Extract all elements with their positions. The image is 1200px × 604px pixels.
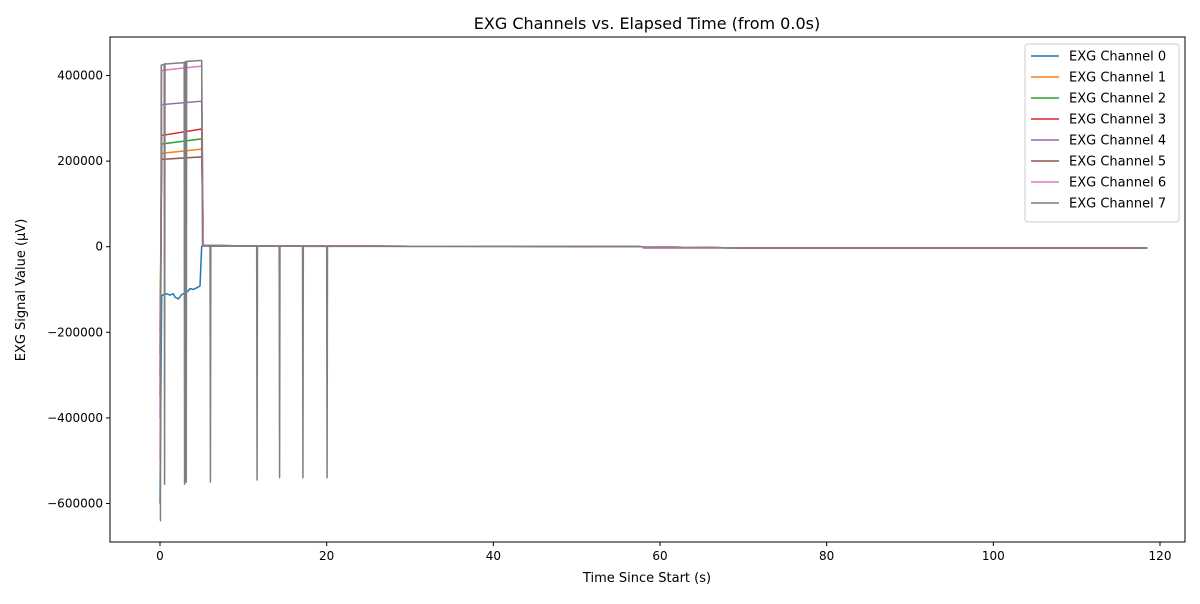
legend-box bbox=[1024, 43, 1180, 223]
x-tick-label: 0 bbox=[156, 549, 164, 563]
series-line-5 bbox=[159, 156, 1148, 397]
legend-label-7: EXG Channel 7 bbox=[1069, 197, 1166, 212]
series-line-7 bbox=[159, 59, 1148, 522]
y-axis-label: EXG Signal Value (µV) bbox=[14, 219, 29, 362]
legend-label-4: EXG Channel 4 bbox=[1069, 134, 1166, 149]
legend-label-0: EXG Channel 0 bbox=[1069, 50, 1166, 65]
legend-label-1: EXG Channel 1 bbox=[1069, 71, 1166, 86]
series-line-6 bbox=[159, 65, 1148, 461]
legend-label-3: EXG Channel 3 bbox=[1069, 113, 1166, 128]
x-tick-label: 100 bbox=[982, 549, 1005, 563]
y-tick-label: 200000 bbox=[57, 154, 103, 168]
x-axis-label: Time Since Start (s) bbox=[582, 571, 711, 586]
legend: EXG Channel 0 EXG Channel 1 EXG Channel 2 E… bbox=[1024, 43, 1180, 223]
legend-label-5: EXG Channel 5 bbox=[1069, 155, 1166, 170]
series-line-0 bbox=[159, 245, 1148, 504]
y-tick-label: 0 bbox=[95, 240, 103, 254]
plot-frame bbox=[109, 36, 1186, 543]
legend-label-2: EXG Channel 2 bbox=[1069, 92, 1166, 107]
y-tick-label: 400000 bbox=[57, 69, 103, 83]
series-line-1 bbox=[159, 148, 1148, 333]
y-tick-label: −600000 bbox=[47, 496, 103, 510]
x-tick-label: 80 bbox=[819, 549, 834, 563]
plot-lines bbox=[159, 59, 1148, 522]
x-axis: 0 20 40 60 80 100 120 bbox=[156, 542, 1171, 563]
x-tick-label: 40 bbox=[486, 549, 501, 563]
series-line-3 bbox=[159, 128, 1148, 376]
legend-label-6: EXG Channel 6 bbox=[1069, 176, 1166, 191]
chart-title: EXG Channels vs. Elapsed Time (from 0.0s… bbox=[474, 14, 820, 33]
x-tick-label: 20 bbox=[319, 549, 334, 563]
y-axis: −600000 −400000 −200000 0 200000 400000 bbox=[47, 69, 110, 510]
y-tick-label: −200000 bbox=[47, 325, 103, 339]
series-line-4 bbox=[159, 100, 1148, 418]
y-tick-label: −400000 bbox=[47, 411, 103, 425]
x-tick-label: 60 bbox=[652, 549, 667, 563]
x-tick-label: 120 bbox=[1149, 549, 1172, 563]
